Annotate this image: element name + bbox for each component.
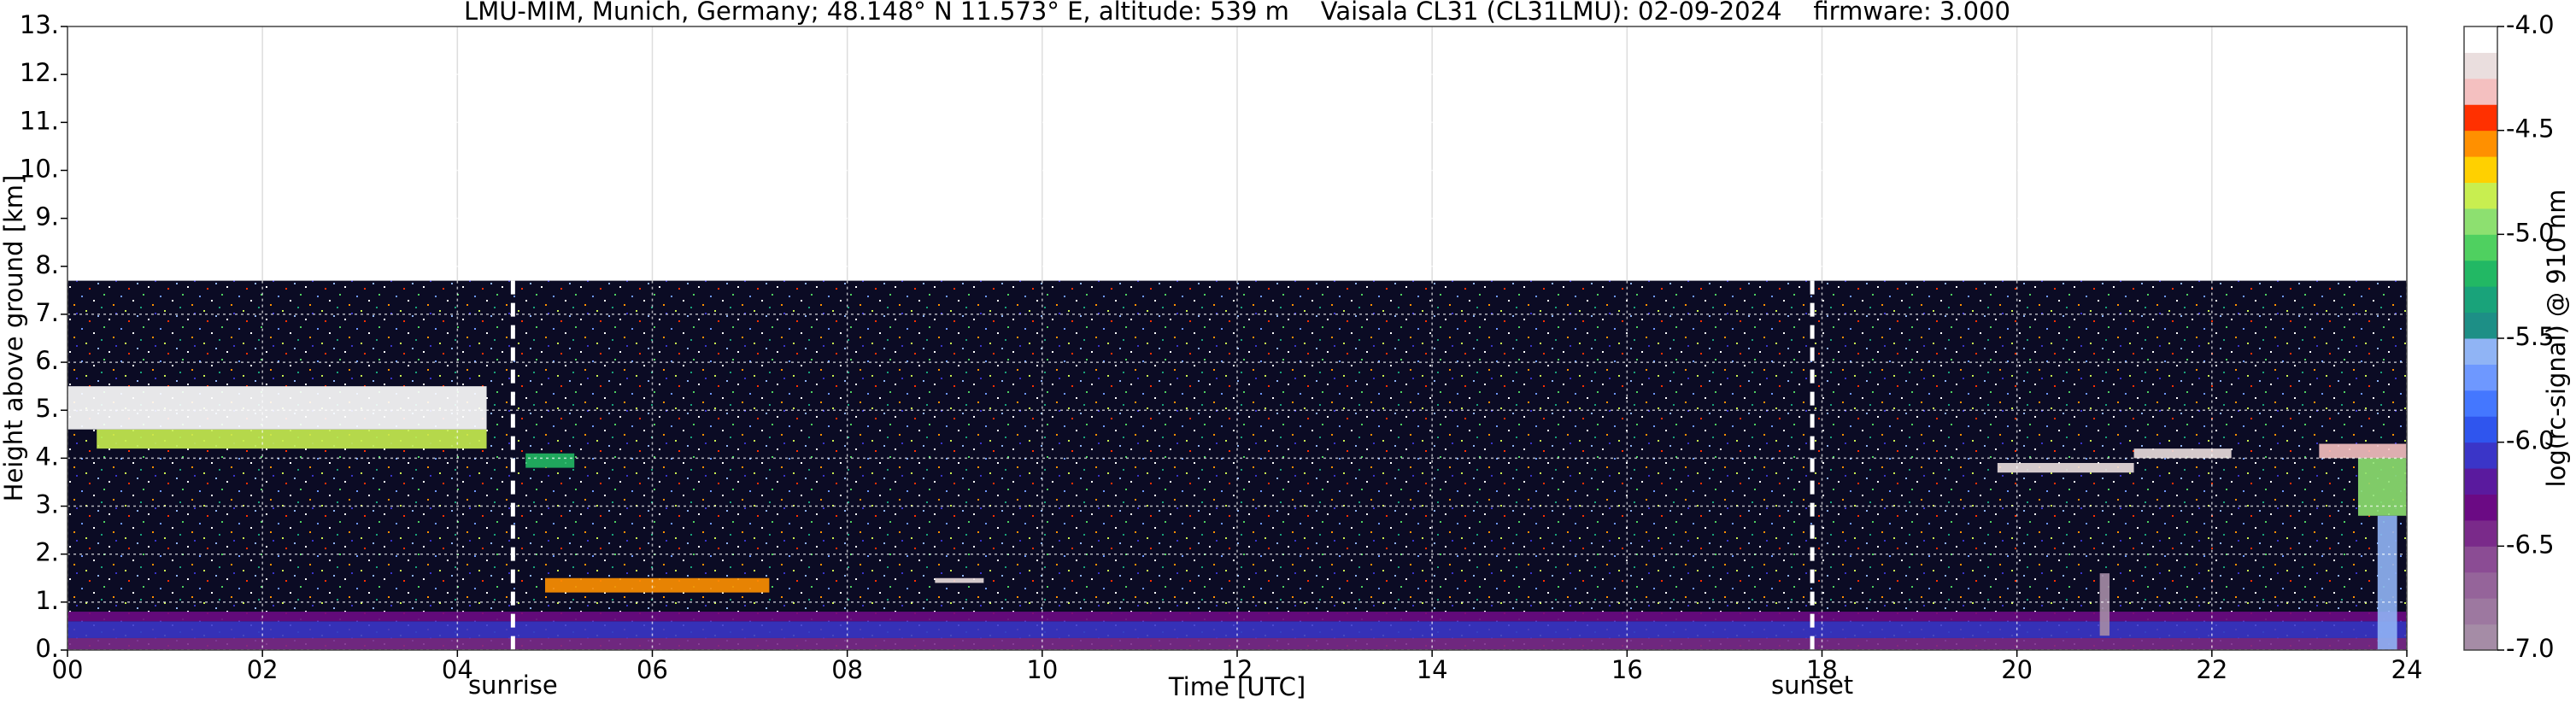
x-axis-label: Time [UTC] (1168, 672, 1306, 701)
colorbar-band (2464, 494, 2497, 521)
x-tick-label: 00 (52, 655, 84, 684)
x-tick-label: 02 (247, 655, 279, 684)
signal-feature (97, 429, 487, 449)
colorbar-band (2464, 234, 2497, 261)
y-tick-label: 11. (20, 106, 59, 135)
colorbar-band (2464, 312, 2497, 339)
x-tick-label: 04 (442, 655, 473, 684)
colorbar-band (2464, 78, 2497, 105)
y-tick-label: 3. (35, 490, 59, 519)
annotation-label: sunrise (468, 671, 558, 700)
y-tick-label: 13. (20, 10, 59, 39)
colorbar-tick-label: -5.5 (2506, 322, 2555, 351)
colorbar-tick-label: -6.0 (2506, 426, 2555, 455)
colorbar-band (2464, 130, 2497, 157)
signal-feature (2099, 573, 2110, 636)
x-tick-label: 10 (1026, 655, 1058, 684)
y-tick-label: 7. (35, 298, 59, 327)
colorbar-band (2464, 52, 2497, 79)
colorbar-band (2464, 338, 2497, 365)
x-tick-label: 14 (1417, 655, 1448, 684)
x-tick-label: 22 (2196, 655, 2227, 684)
signal-feature (935, 577, 984, 583)
colorbar-band (2464, 364, 2497, 391)
colorbar-band (2464, 390, 2497, 417)
colorbar-band (2464, 182, 2497, 209)
colorbar-tick-label: -7.0 (2506, 634, 2555, 663)
y-axis-label: Height above ground [km] (0, 175, 28, 502)
y-tick-label: 4. (35, 442, 59, 471)
signal-feature (2319, 443, 2407, 459)
y-tick-label: 6. (35, 346, 59, 375)
signal-feature (2133, 448, 2232, 459)
colorbar-band (2464, 546, 2497, 573)
y-tick-label: 10. (20, 154, 59, 183)
y-tick-label: 1. (35, 586, 59, 615)
colorbar-band (2464, 442, 2497, 469)
y-tick-label: 0. (35, 634, 59, 663)
y-tick-label: 12. (20, 58, 59, 87)
colorbar-band (2464, 104, 2497, 132)
colorbar-band (2464, 519, 2497, 547)
colorbar-tick-label: -5.0 (2506, 218, 2555, 247)
colorbar-band (2464, 571, 2497, 599)
x-tick-label: 16 (1611, 655, 1643, 684)
x-tick-label: 24 (2391, 655, 2423, 684)
colorbar-band (2464, 260, 2497, 287)
colorbar-band (2464, 624, 2497, 651)
colorbar-band (2464, 208, 2497, 235)
x-tick-label: 08 (831, 655, 863, 684)
colorbar-band (2464, 416, 2497, 443)
colorbar-tick-label: -6.5 (2506, 530, 2555, 559)
colorbar-band (2464, 468, 2497, 495)
x-tick-label: 20 (2001, 655, 2033, 684)
signal-feature (2357, 458, 2407, 516)
colorbar-band (2464, 26, 2497, 53)
x-tick-label: 06 (637, 655, 668, 684)
y-tick-label: 9. (35, 202, 59, 231)
colorbar-tick-label: -4.5 (2506, 114, 2555, 144)
signal-feature (545, 577, 770, 593)
annotation-label: sunset (1771, 671, 1853, 700)
y-tick-label: 2. (35, 538, 59, 567)
colorbar-band (2464, 598, 2497, 625)
x-tick-label: 12 (1222, 655, 1253, 684)
y-tick-label: 5. (35, 394, 59, 423)
y-tick-label: 8. (35, 250, 59, 279)
signal-feature (525, 453, 575, 468)
colorbar-band (2464, 286, 2497, 313)
colorbar-band (2464, 156, 2497, 183)
chart-title: LMU-MIM, Munich, Germany; 48.148° N 11.5… (464, 0, 2010, 26)
signal-feature (2377, 515, 2397, 650)
colorbar-tick-label: -4.0 (2506, 10, 2555, 39)
signal-feature (1997, 463, 2134, 473)
colorbar-label: log(rc-signal) @ 910 nm (2542, 190, 2571, 488)
signal-feature (67, 386, 487, 430)
x-tick-label: 18 (1806, 655, 1838, 684)
